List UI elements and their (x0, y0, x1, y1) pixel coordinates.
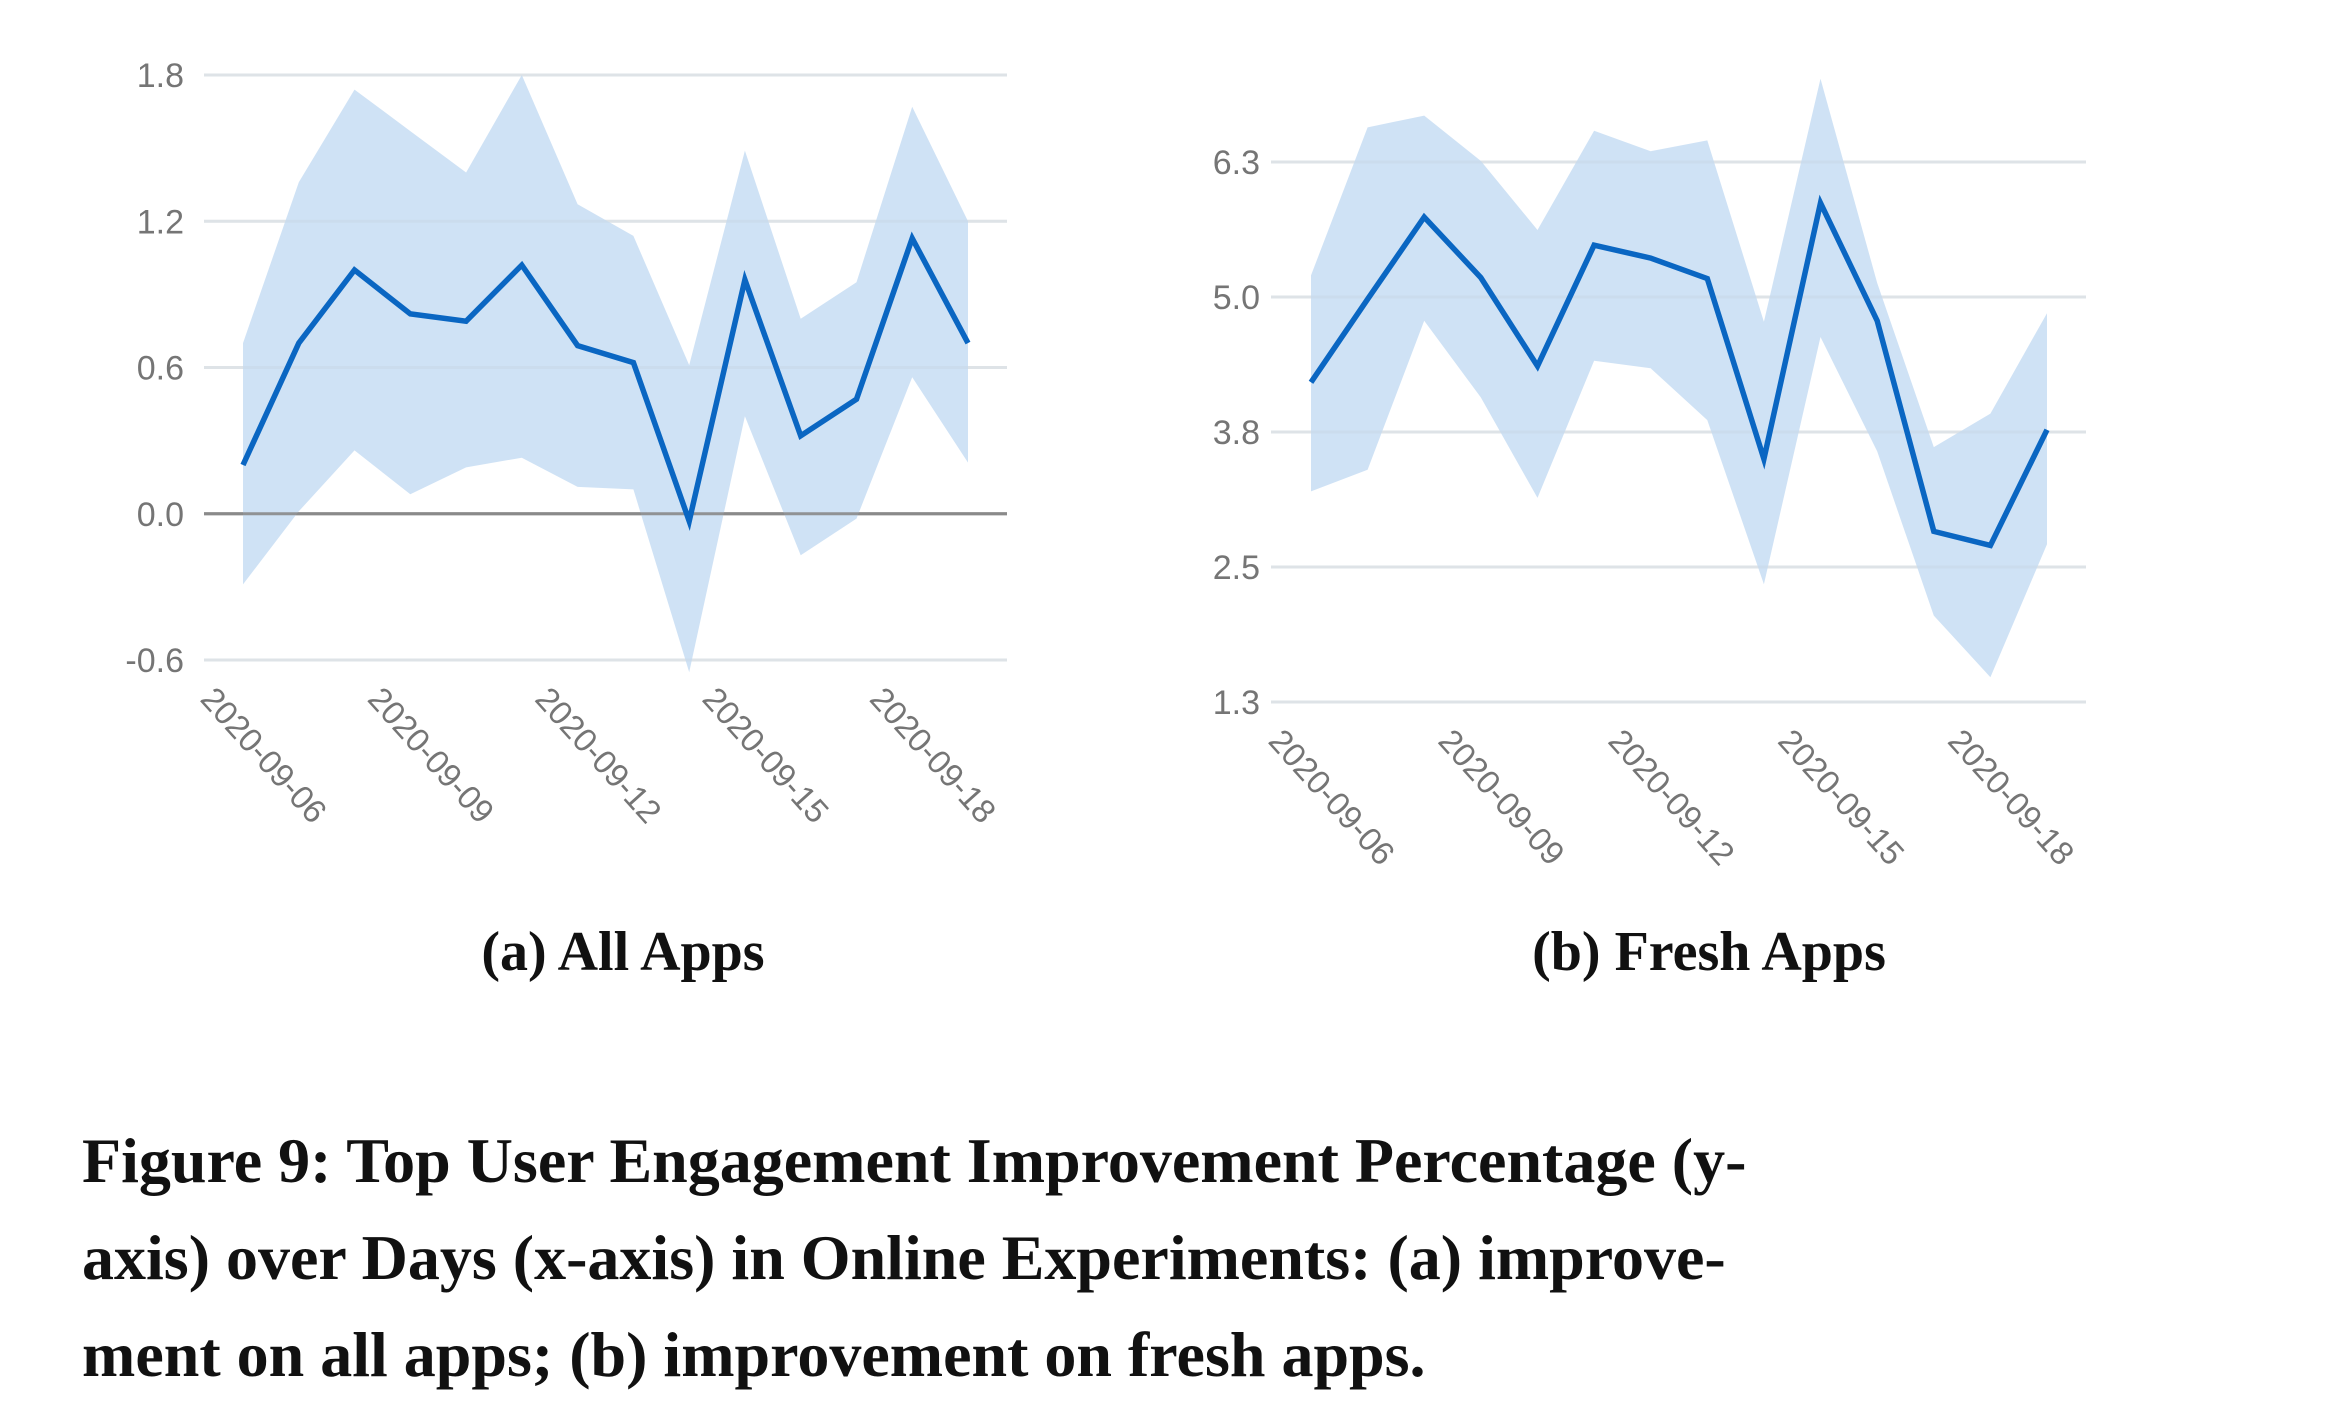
confidence-band (1311, 78, 2047, 678)
y-tick-label: 0.6 (137, 350, 184, 388)
subcaption-all-apps: (a) All Apps (481, 921, 765, 983)
x-tick-label: 2020-09-18 (863, 680, 1003, 830)
y-tick-label: 3.8 (1213, 414, 1260, 452)
x-tick-label: 2020-09-12 (528, 680, 668, 830)
subcaption-fresh-apps: (b) Fresh Apps (1532, 921, 1886, 983)
x-tick-label: 2020-09-09 (1432, 722, 1572, 872)
y-tick-label: 2.5 (1213, 549, 1260, 587)
y-tick-label: 1.8 (137, 57, 184, 95)
caption-line-2: axis) over Days (x-axis) in Online Exper… (82, 1222, 1726, 1293)
caption-line-3: ment on all apps; (b) improvement on fre… (82, 1319, 1426, 1390)
y-tick-label: 6.3 (1213, 144, 1260, 182)
y-tick-label: 1.2 (137, 203, 184, 241)
x-tick-label: 2020-09-12 (1601, 722, 1741, 872)
y-tick-label: 5.0 (1213, 279, 1260, 317)
y-tick-label: 0.0 (137, 496, 184, 534)
x-tick-label: 2020-09-09 (361, 680, 501, 830)
mean-line (1308, 194, 2050, 549)
mean-line (240, 231, 971, 531)
x-tick-label: 2020-09-06 (194, 680, 334, 830)
x-tick-label: 2020-09-15 (696, 680, 836, 830)
x-tick-label: 2020-09-15 (1771, 722, 1911, 872)
x-tick-label: 2020-09-06 (1262, 722, 1402, 872)
caption-line-1: Figure 9: Top User Engagement Improvemen… (82, 1125, 1747, 1196)
y-tick-label: -0.6 (125, 642, 184, 680)
x-tick-label: 2020-09-18 (1941, 722, 2081, 872)
confidence-band (243, 75, 968, 673)
figure-caption: Figure 9: Top User Engagement Improvemen… (82, 1112, 2262, 1403)
y-tick-label: 1.3 (1213, 684, 1260, 722)
